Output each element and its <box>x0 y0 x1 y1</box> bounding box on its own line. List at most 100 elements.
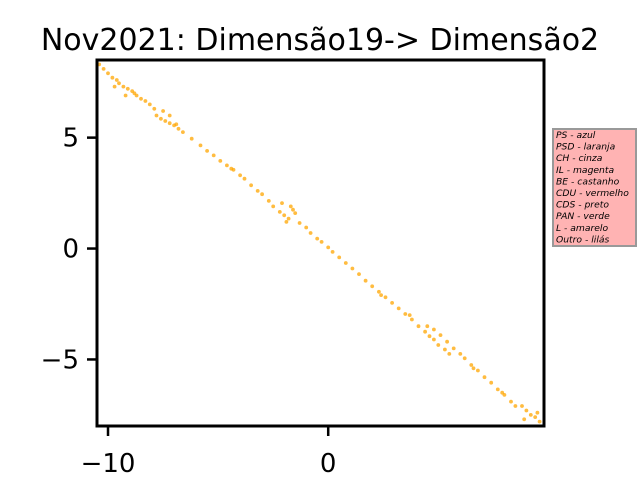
data-point <box>443 347 447 352</box>
data-point <box>350 266 355 271</box>
legend-entry: BE - castanho <box>556 176 620 187</box>
data-point <box>174 122 179 127</box>
data-point <box>189 136 194 141</box>
data-point <box>537 419 542 424</box>
data-point <box>326 245 331 250</box>
data-point <box>266 199 271 203</box>
data-point <box>260 192 264 197</box>
data-point <box>403 312 408 316</box>
data-point <box>520 404 524 408</box>
data-point <box>249 183 254 188</box>
data-point <box>293 211 298 216</box>
data-point <box>410 317 414 322</box>
data-point <box>101 67 106 71</box>
data-point <box>436 343 441 347</box>
data-point <box>277 210 282 214</box>
data-point <box>112 84 117 89</box>
data-point <box>304 225 309 230</box>
data-point <box>282 213 287 218</box>
data-point <box>535 410 540 415</box>
data-point <box>383 295 388 300</box>
data-point <box>229 166 234 171</box>
data-point <box>143 99 148 103</box>
data-point <box>286 216 291 221</box>
data-point <box>524 408 529 413</box>
data-point <box>451 346 456 351</box>
data-point <box>288 204 293 209</box>
data-point <box>432 327 436 332</box>
legend-entry: PAN - verde <box>556 211 610 222</box>
data-point <box>370 284 375 289</box>
data-point <box>225 163 229 168</box>
data-point <box>509 399 513 404</box>
y-tick-label: −5 <box>41 345 79 375</box>
data-point <box>255 189 260 193</box>
data-point <box>476 368 480 373</box>
data-point <box>522 417 527 422</box>
x-tick-label: 0 <box>320 449 337 479</box>
data-point <box>458 352 463 356</box>
chart-title: Nov2021: Dimensão19-> Dimensão2 <box>41 23 599 58</box>
x-tick-label: −10 <box>81 449 136 479</box>
y-axis-ticks: −5 0 5 <box>41 124 97 375</box>
data-point <box>533 415 538 419</box>
data-point <box>125 86 130 91</box>
data-point <box>308 231 313 235</box>
data-point <box>211 153 216 158</box>
data-point <box>167 121 172 126</box>
data-point <box>139 96 143 101</box>
data-point <box>238 173 243 178</box>
legend-background <box>552 128 637 247</box>
data-point <box>445 339 449 344</box>
data-point <box>319 240 324 244</box>
data-point <box>495 387 500 392</box>
data-point <box>163 119 168 123</box>
data-point <box>121 84 126 89</box>
data-point <box>427 334 432 339</box>
data-point <box>154 113 159 118</box>
data-point <box>284 220 289 224</box>
data-point <box>271 204 276 209</box>
data-points <box>97 62 542 424</box>
data-point <box>337 255 342 260</box>
data-point <box>357 272 361 276</box>
data-point <box>469 363 474 367</box>
data-point <box>438 333 443 337</box>
data-point <box>123 93 128 98</box>
legend-entry: CH - cinza <box>556 153 603 164</box>
data-point <box>482 375 487 380</box>
legend-entry: CDU - vermelho <box>556 188 629 199</box>
data-point <box>152 106 157 111</box>
data-point <box>528 413 533 417</box>
data-point <box>432 337 436 342</box>
data-point <box>396 306 401 311</box>
data-point <box>343 261 348 265</box>
data-point <box>114 78 119 82</box>
data-point <box>447 352 452 356</box>
data-point <box>416 324 421 329</box>
data-point <box>407 313 412 317</box>
data-point <box>147 102 152 107</box>
data-point <box>280 201 284 206</box>
data-point <box>500 390 505 395</box>
plot-frame <box>95 58 546 428</box>
y-tick-label: 0 <box>62 235 79 265</box>
data-point <box>106 71 110 76</box>
data-point <box>315 236 320 241</box>
data-point <box>330 250 335 254</box>
data-point <box>297 221 302 225</box>
data-point <box>379 293 383 297</box>
legend-entry: IL - magenta <box>556 165 614 176</box>
data-point <box>513 404 518 408</box>
data-point <box>423 329 427 334</box>
legend-entry: PSD - laranja <box>556 142 616 153</box>
data-point <box>377 289 381 294</box>
data-point <box>205 149 210 153</box>
data-point <box>117 81 121 86</box>
data-point <box>390 301 394 305</box>
data-point <box>425 324 430 329</box>
data-point <box>132 91 137 96</box>
legend-entry: CDS - preto <box>556 200 609 211</box>
data-point <box>363 278 368 283</box>
